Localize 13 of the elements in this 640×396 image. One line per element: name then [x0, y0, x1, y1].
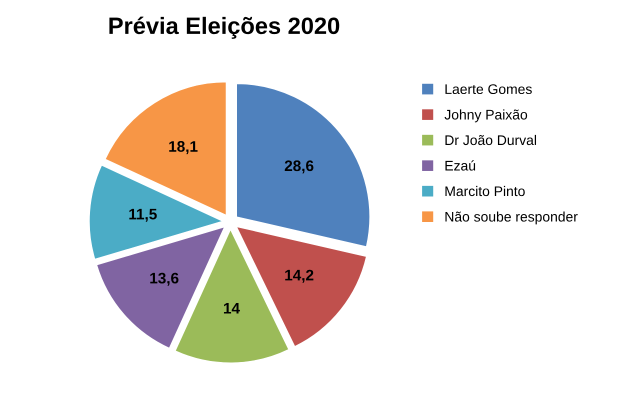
data-label: 28,6	[284, 160, 314, 174]
legend-label: Não soube responder	[445, 211, 578, 224]
legend-label: Marcito Pinto	[445, 186, 525, 196]
legend-label: Laerte Gomes	[445, 84, 532, 94]
chart-title: Prévia Eleições 2020	[109, 16, 340, 39]
data-label: 14,2	[285, 270, 314, 283]
legend-label: Johny Paixão	[444, 109, 528, 122]
data-label: 11,5	[129, 208, 157, 222]
data-label: 18,1	[169, 141, 198, 154]
data-label: 13,6	[150, 272, 178, 286]
legend-label: Ezaú	[445, 160, 476, 171]
data-label: 14	[224, 303, 240, 314]
legend-label: Dr João Durval	[445, 134, 536, 146]
